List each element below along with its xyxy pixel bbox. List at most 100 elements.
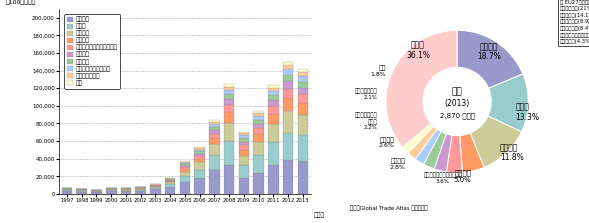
Wedge shape	[423, 132, 446, 169]
Wedge shape	[457, 30, 523, 88]
Bar	[224, 94, 234, 99]
Bar	[194, 148, 205, 149]
Bar	[165, 178, 176, 179]
Legend: 一般機械, 自動車, 電気機械, 医療用品, プラスチック及びその製品, 精密機器, 鉄鉰製品, 點用の果实及びナット, 肉、點用くず肉, 鉄鉰: 一般機械, 自動車, 電気機械, 医療用品, プラスチック及びその製品, 精密機…	[64, 14, 120, 89]
Bar	[239, 132, 249, 133]
Bar	[268, 106, 279, 114]
Bar	[253, 113, 264, 116]
Text: 精密機器
2.8%: 精密機器 2.8%	[390, 158, 406, 170]
Bar	[239, 138, 249, 142]
Bar	[239, 133, 249, 136]
Bar	[77, 191, 87, 192]
Bar	[253, 124, 264, 128]
Bar	[135, 190, 146, 191]
Bar	[224, 165, 234, 194]
Bar	[268, 142, 279, 165]
Bar	[268, 95, 279, 101]
Bar	[268, 101, 279, 106]
Text: 一般機械
18.7%: 一般機械 18.7%	[477, 42, 501, 61]
Bar	[224, 105, 234, 112]
Bar	[77, 192, 87, 194]
Bar	[180, 182, 190, 194]
Bar	[297, 135, 308, 161]
Bar	[209, 122, 220, 124]
Bar	[253, 134, 264, 142]
Bar	[224, 99, 234, 105]
Text: 2,870 億ドル: 2,870 億ドル	[439, 112, 475, 119]
Bar	[150, 189, 161, 194]
Bar	[180, 167, 190, 169]
Wedge shape	[386, 30, 457, 147]
Bar	[239, 145, 249, 150]
Bar	[121, 190, 131, 191]
Bar	[209, 124, 220, 127]
Bar	[194, 156, 205, 159]
Bar	[253, 155, 264, 173]
Bar	[224, 112, 234, 123]
Bar	[62, 188, 72, 189]
Bar	[253, 173, 264, 194]
Bar	[209, 138, 220, 144]
Bar	[150, 185, 161, 186]
Bar	[209, 120, 220, 122]
Bar	[180, 169, 190, 171]
Bar	[194, 159, 205, 162]
Bar	[268, 165, 279, 194]
Bar	[121, 188, 131, 189]
Bar	[135, 187, 146, 188]
Wedge shape	[459, 133, 484, 172]
Text: 鉄鉰
1.8%: 鉄鉰 1.8%	[370, 66, 386, 77]
Bar	[91, 192, 102, 194]
Bar	[180, 166, 190, 167]
Text: 対 EU27　主要輸入品
－一般機械　(21%)
－自動車　(14.1%)
－医療用品　(8.9％)
－電気機械　(8.4%)
－プラスチック及びそ
　の製品　: 対 EU27 主要輸入品 －一般機械 (21%) －自動車 (14.1%) －医…	[560, 0, 589, 44]
Bar	[268, 91, 279, 95]
Wedge shape	[446, 135, 462, 173]
Bar	[209, 130, 220, 134]
Wedge shape	[408, 126, 437, 159]
Text: 自動車
13.3%: 自動車 13.3%	[515, 102, 540, 122]
Bar	[253, 111, 264, 113]
Bar	[224, 123, 234, 141]
Bar	[91, 190, 102, 191]
Text: 医療用品
5.0%: 医療用品 5.0%	[454, 169, 472, 183]
Bar	[253, 116, 264, 120]
Bar	[224, 87, 234, 90]
Bar	[106, 190, 117, 191]
Bar	[283, 133, 293, 160]
Bar	[194, 149, 205, 151]
Bar	[62, 191, 72, 194]
Bar	[135, 188, 146, 189]
Bar	[283, 69, 293, 75]
Bar	[283, 160, 293, 194]
Bar	[150, 187, 161, 188]
Bar	[180, 171, 190, 176]
Bar	[209, 134, 220, 138]
Bar	[239, 136, 249, 138]
Bar	[121, 189, 131, 190]
Wedge shape	[415, 129, 441, 164]
Bar	[91, 191, 102, 192]
Bar	[239, 178, 249, 194]
Bar	[62, 190, 72, 191]
Bar	[209, 127, 220, 130]
Bar	[224, 141, 234, 165]
Bar	[180, 163, 190, 164]
Bar	[77, 190, 87, 191]
Bar	[135, 191, 146, 194]
Bar	[297, 161, 308, 194]
Text: その他
36.1%: その他 36.1%	[406, 41, 430, 60]
Bar	[165, 179, 176, 180]
Bar	[297, 103, 308, 115]
Bar	[239, 142, 249, 145]
Bar	[209, 155, 220, 170]
Bar	[194, 151, 205, 154]
Bar	[283, 65, 293, 69]
Bar	[165, 186, 176, 194]
Bar	[297, 82, 308, 88]
Bar	[62, 189, 72, 190]
Bar	[239, 156, 249, 165]
Text: 點用の果实及び
ナット
2.2%: 點用の果实及び ナット 2.2%	[355, 112, 378, 130]
Bar	[224, 90, 234, 94]
Text: 鉄鉰製品
2.6%: 鉄鉰製品 2.6%	[379, 137, 395, 149]
Bar	[283, 81, 293, 89]
